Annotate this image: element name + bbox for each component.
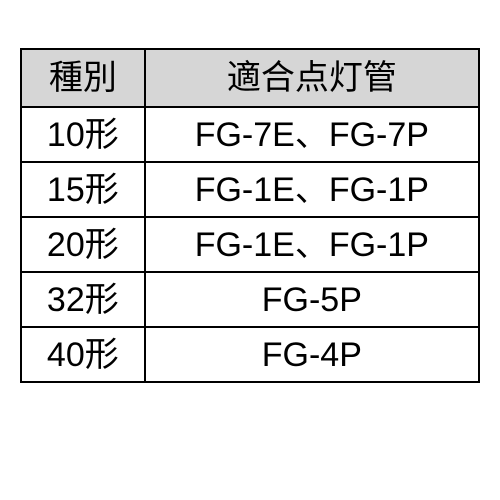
cell-compat: FG-1E、FG-1P (145, 217, 479, 272)
cell-compat: FG-7E、FG-7P (145, 107, 479, 162)
cell-type: 20形 (21, 217, 145, 272)
spec-table: 種別 適合点灯管 10形 FG-7E、FG-7P 15形 FG-1E、FG-1P… (20, 48, 480, 383)
cell-compat: FG-5P (145, 272, 479, 327)
cell-type: 10形 (21, 107, 145, 162)
cell-type: 15形 (21, 162, 145, 217)
cell-compat: FG-1E、FG-1P (145, 162, 479, 217)
table-row: 20形 FG-1E、FG-1P (21, 217, 479, 272)
table-row: 32形 FG-5P (21, 272, 479, 327)
col-header-compatible: 適合点灯管 (145, 49, 479, 107)
table-row: 10形 FG-7E、FG-7P (21, 107, 479, 162)
cell-compat: FG-4P (145, 327, 479, 382)
cell-type: 32形 (21, 272, 145, 327)
cell-type: 40形 (21, 327, 145, 382)
header-row: 種別 適合点灯管 (21, 49, 479, 107)
col-header-type: 種別 (21, 49, 145, 107)
table-row: 40形 FG-4P (21, 327, 479, 382)
table-container: 種別 適合点灯管 10形 FG-7E、FG-7P 15形 FG-1E、FG-1P… (0, 0, 500, 500)
table-row: 15形 FG-1E、FG-1P (21, 162, 479, 217)
